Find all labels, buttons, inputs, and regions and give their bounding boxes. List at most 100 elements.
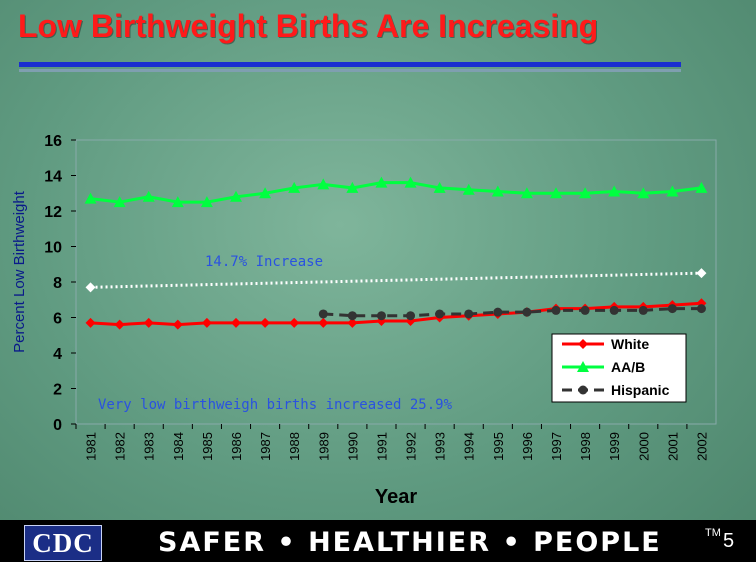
slide-number: 5 [723,530,735,552]
data-point-aa-b [171,196,184,208]
x-tick-label: 1987 [258,432,273,461]
data-point-aa-b [520,187,533,199]
data-point-aa-b [637,187,650,199]
legend-marker-hispanic [578,385,588,395]
data-point-aa-b [462,183,475,195]
data-point-hispanic [638,305,648,315]
series-line-aa-b [90,181,702,204]
x-tick-label: 1992 [404,432,419,461]
y-tick-label: 0 [53,417,62,434]
data-point-aa-b [317,178,330,190]
data-point-hispanic [376,311,386,321]
y-tick-label: 4 [53,346,62,363]
data-point-hispanic [493,307,503,317]
annotation-increase: 14.7% Increase [205,254,323,270]
title-underline-blue [19,62,681,67]
x-tick-label: 1985 [200,432,215,461]
data-point-aa-b [230,190,242,202]
x-tick-label: 1994 [462,432,477,461]
series-line-total [90,271,702,289]
x-tick-label: 1999 [607,432,622,461]
data-point-aa-b [259,187,272,199]
x-tick-label: 1993 [433,432,448,461]
series-hispanic [318,304,706,321]
x-tick-label: 1991 [374,432,389,461]
trademark-mark: TM [705,527,721,539]
x-tick-label: 1983 [142,432,157,461]
y-tick-label: 16 [44,133,62,150]
x-tick-label: 1989 [316,432,331,461]
annotation-very-low-birthweight: Very low birthweigh births increased 25.… [98,397,453,413]
data-point-hispanic [406,311,416,321]
data-point-hispanic [609,305,619,315]
x-tick-label: 1997 [549,432,564,461]
data-point-aa-b [200,196,213,208]
data-point-aa-b [695,181,708,193]
cdc-logo: CDC [24,525,102,561]
data-point-aa-b [579,187,592,199]
data-point-hispanic [347,311,357,321]
data-point-hispanic [522,307,532,317]
data-point-hispanic [551,305,561,315]
title-underline-gray [19,69,681,72]
legend-label-white: White [611,336,649,352]
data-point-aa-b [288,181,301,193]
series-lines [84,176,708,330]
data-point-aa-b [491,185,504,197]
legend-marker-white [578,339,588,349]
legend-label-aa-b: AA/B [611,359,645,375]
data-point-aa-b [113,196,126,208]
series-aa-b [84,176,708,208]
data-point-white [114,319,125,330]
series-total [85,268,707,293]
x-tick-label: 1996 [520,432,535,461]
x-tick-label: 1998 [578,432,593,461]
data-point-white [201,317,212,328]
data-point-hispanic [435,309,445,319]
x-tick-label: 1995 [491,432,506,461]
x-tick-label: 1988 [287,432,302,461]
x-axis-title: Year [375,486,417,508]
data-point-hispanic [464,309,474,319]
series-white [85,298,707,330]
data-point-hispanic [667,304,677,314]
data-point-hispanic [580,305,590,315]
data-point-aa-b [84,192,97,204]
y-tick-label: 2 [53,382,62,399]
data-point-white [289,317,300,328]
data-point-white [172,319,183,330]
data-point-hispanic [318,309,328,319]
data-point-aa-b [346,181,359,193]
x-axis: 1981 1982 1983 1984 1985 1986 1987 1988 1989 1990… [75,424,709,461]
data-point-total [85,282,96,293]
data-point-aa-b [433,181,446,193]
legend-label-hispanic: Hispanic [611,382,670,398]
y-axis: 0 2 4 6 8 10 12 14 16 [44,133,76,434]
data-point-total [696,268,707,279]
data-point-aa-b [142,190,155,202]
legend: White AA/B Hispanic [551,333,687,403]
y-tick-label: 12 [44,204,62,221]
x-tick-label: 1982 [113,432,128,461]
data-point-aa-b [666,185,679,197]
data-point-white [260,317,271,328]
x-tick-label: 1984 [171,432,186,461]
y-tick-label: 6 [53,311,62,328]
y-tick-label: 8 [53,275,62,292]
data-point-white [347,317,358,328]
y-tick-label: 14 [44,169,62,186]
x-tick-label: 2000 [636,432,651,461]
data-point-white [143,317,154,328]
data-point-white [231,317,241,328]
data-point-white [318,317,329,328]
data-point-hispanic [696,304,706,314]
data-point-aa-b [550,187,562,199]
x-tick-label: 2002 [694,432,709,461]
x-tick-label: 1986 [229,432,244,461]
x-tick-label: 1981 [84,432,99,461]
y-axis-title: Percent Low Birthweight [11,190,28,353]
data-point-aa-b [404,176,417,188]
data-point-aa-b [375,176,388,188]
legend-marker-aa-b [577,361,589,372]
